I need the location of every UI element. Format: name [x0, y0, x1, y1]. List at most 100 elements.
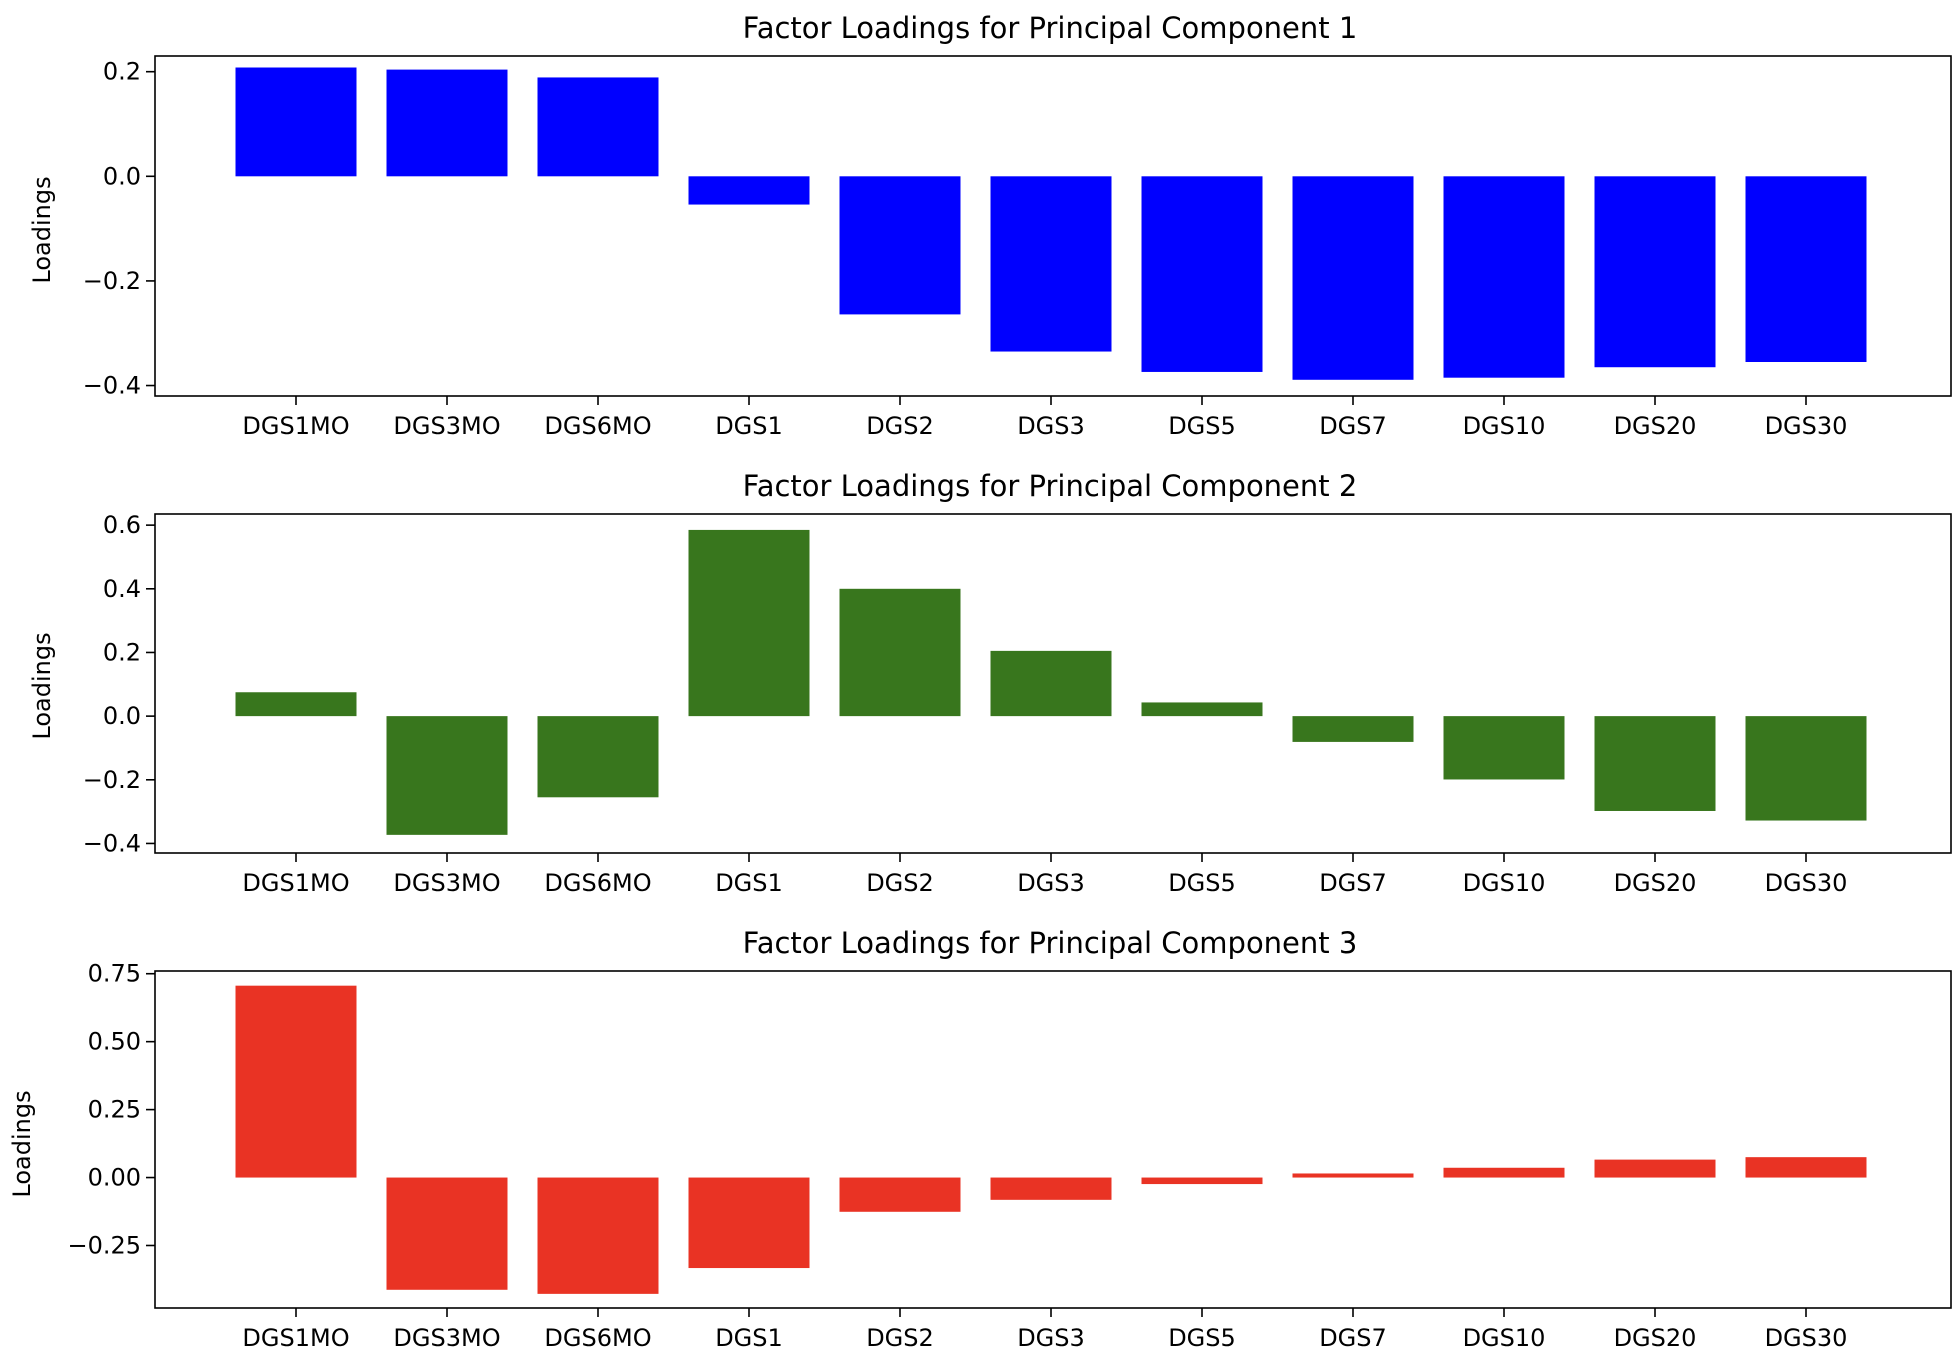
pc3-chart: Factor Loadings for Principal Component … — [8, 926, 1952, 1352]
pc1-x-tick-label: DGS3 — [1017, 412, 1085, 440]
pc1-y-tick-label: −0.4 — [83, 372, 141, 400]
pc1-x-tick-label: DGS10 — [1463, 412, 1546, 440]
pc2-bar-dgs3mo — [386, 716, 508, 835]
pc2-y-tick-label: −0.4 — [83, 829, 141, 857]
pc1-chart: Factor Loadings for Principal Component … — [28, 11, 1952, 440]
pc2-bar-dgs6mo — [537, 716, 659, 798]
pc3-bar-dgs7 — [1292, 1173, 1414, 1178]
pc3-x-tick-label: DGS20 — [1614, 1324, 1697, 1352]
pc1-bar-dgs2 — [839, 176, 961, 315]
pc3-bar-dgs3mo — [386, 1177, 508, 1290]
pc2-bar-dgs7 — [1292, 716, 1414, 742]
pc3-bar-dgs10 — [1443, 1167, 1565, 1178]
pc3-y-tick-label: −0.25 — [67, 1231, 141, 1259]
pc1-x-ticks: DGS1MO DGS3MO DGS6MO DGS1 DGS2 DGS3 DGS5 DGS7 DG… — [242, 396, 1847, 440]
pc2-x-tick-label: DGS3 — [1017, 869, 1085, 897]
pc2-bar-dgs10 — [1443, 716, 1565, 780]
pc1-bar-dgs20 — [1594, 176, 1716, 368]
pc3-bar-dgs6mo — [537, 1177, 659, 1294]
pc2-bar-dgs2 — [839, 588, 961, 717]
pc2-bar-dgs3 — [990, 650, 1112, 717]
pc1-y-tick-label: 0.2 — [103, 58, 141, 86]
pc1-x-tick-label: DGS5 — [1168, 412, 1236, 440]
pc2-y-ticks: 0.6 0.4 0.2 0.0 −0.2 −0.4 — [83, 511, 155, 857]
pc1-x-tick-label: DGS3MO — [393, 412, 500, 440]
pc3-y-tick-label: 0.25 — [88, 1096, 141, 1124]
pc3-x-tick-label: DGS30 — [1765, 1324, 1848, 1352]
pc2-bar-dgs1 — [688, 529, 810, 717]
pc3-bar-dgs5 — [1141, 1177, 1263, 1185]
pc3-y-axis-label: Loadings — [8, 1090, 36, 1197]
pc2-bar-dgs20 — [1594, 716, 1716, 811]
pc1-bar-dgs1mo — [235, 67, 357, 177]
pc1-x-tick-label: DGS1MO — [242, 412, 349, 440]
pc1-plot-frame — [154, 55, 1952, 397]
pc3-y-tick-label: 0.75 — [88, 960, 141, 988]
pc1-y-tick-label: 0.0 — [103, 162, 141, 190]
pc2-x-tick-label: DGS2 — [866, 869, 934, 897]
pc2-y-tick-label: 0.4 — [103, 575, 141, 603]
pc2-plot-frame — [154, 513, 1952, 854]
pc3-bar-dgs1 — [688, 1177, 810, 1269]
pc1-x-tick-label: DGS6MO — [544, 412, 651, 440]
pc2-x-tick-label: DGS3MO — [393, 869, 500, 897]
pc2-y-tick-label: −0.2 — [83, 766, 141, 794]
pc3-chart-title: Factor Loadings for Principal Component … — [743, 926, 1358, 960]
pc2-x-tick-label: DGS7 — [1319, 869, 1387, 897]
pc2-x-tick-label: DGS5 — [1168, 869, 1236, 897]
pc1-bar-dgs3 — [990, 176, 1112, 352]
pc3-y-ticks: 0.75 0.50 0.25 0.00 −0.25 — [67, 960, 155, 1259]
pc2-x-tick-label: DGS6MO — [544, 869, 651, 897]
pc2-y-tick-label: 0.2 — [103, 638, 141, 666]
pc1-bar-dgs6mo — [537, 77, 659, 177]
pc1-bar-dgs7 — [1292, 176, 1414, 380]
pc1-y-axis-label: Loadings — [28, 176, 56, 283]
pc1-y-ticks: 0.2 0.0 −0.2 −0.4 — [83, 58, 155, 400]
pc2-x-tick-label: DGS10 — [1463, 869, 1546, 897]
pc2-bars — [235, 529, 1867, 835]
pc1-bars — [235, 67, 1867, 380]
pc1-bar-dgs5 — [1141, 176, 1263, 372]
pc3-bar-dgs3 — [990, 1177, 1112, 1200]
pc3-x-tick-label: DGS10 — [1463, 1324, 1546, 1352]
pc3-plot-frame — [154, 970, 1952, 1309]
pc3-x-tick-label: DGS2 — [866, 1324, 934, 1352]
pc1-bar-dgs10 — [1443, 176, 1565, 378]
pc2-x-tick-label: DGS1 — [715, 869, 783, 897]
pc3-bar-dgs2 — [839, 1177, 961, 1212]
pc1-x-tick-label: DGS7 — [1319, 412, 1387, 440]
pc1-x-tick-label: DGS1 — [715, 412, 783, 440]
pc1-x-tick-label: DGS20 — [1614, 412, 1697, 440]
pc1-chart-title: Factor Loadings for Principal Component … — [743, 11, 1358, 45]
pc2-x-tick-label: DGS30 — [1765, 869, 1848, 897]
pc3-bar-dgs30 — [1745, 1157, 1867, 1178]
pc1-x-tick-label: DGS30 — [1765, 412, 1848, 440]
pc2-x-ticks: DGS1MO DGS3MO DGS6MO DGS1 DGS2 DGS3 DGS5 DGS7 DG… — [242, 853, 1847, 897]
pc2-x-tick-label: DGS20 — [1614, 869, 1697, 897]
pc1-bar-dgs30 — [1745, 176, 1867, 362]
pc1-x-tick-label: DGS2 — [866, 412, 934, 440]
pc2-bar-dgs30 — [1745, 716, 1867, 821]
pc3-x-tick-label: DGS7 — [1319, 1324, 1387, 1352]
pc2-y-tick-label: 0.0 — [103, 702, 141, 730]
pc2-chart-title: Factor Loadings for Principal Component … — [743, 469, 1358, 503]
pc2-bar-dgs1mo — [235, 692, 357, 717]
pc2-x-tick-label: DGS1MO — [242, 869, 349, 897]
pc3-x-tick-label: DGS1 — [715, 1324, 783, 1352]
pc3-x-ticks: DGS1MO DGS3MO DGS6MO DGS1 DGS2 DGS3 DGS5 DGS7 DG… — [242, 1308, 1847, 1352]
pc3-y-tick-label: 0.00 — [88, 1164, 141, 1192]
pc2-y-axis-label: Loadings — [28, 632, 56, 739]
pc3-y-tick-label: 0.50 — [88, 1028, 141, 1056]
pc2-chart: Factor Loadings for Principal Component … — [28, 469, 1952, 897]
pc3-x-tick-label: DGS5 — [1168, 1324, 1236, 1352]
pc1-bar-dgs3mo — [386, 69, 508, 177]
pc2-bar-dgs5 — [1141, 702, 1263, 717]
pc3-x-tick-label: DGS3MO — [393, 1324, 500, 1352]
pc1-y-tick-label: −0.2 — [83, 267, 141, 295]
pc1-bar-dgs1 — [688, 176, 810, 205]
pc3-x-tick-label: DGS3 — [1017, 1324, 1085, 1352]
pc3-x-tick-label: DGS6MO — [544, 1324, 651, 1352]
pc3-bar-dgs1mo — [235, 985, 357, 1178]
pc2-y-tick-label: 0.6 — [103, 511, 141, 539]
